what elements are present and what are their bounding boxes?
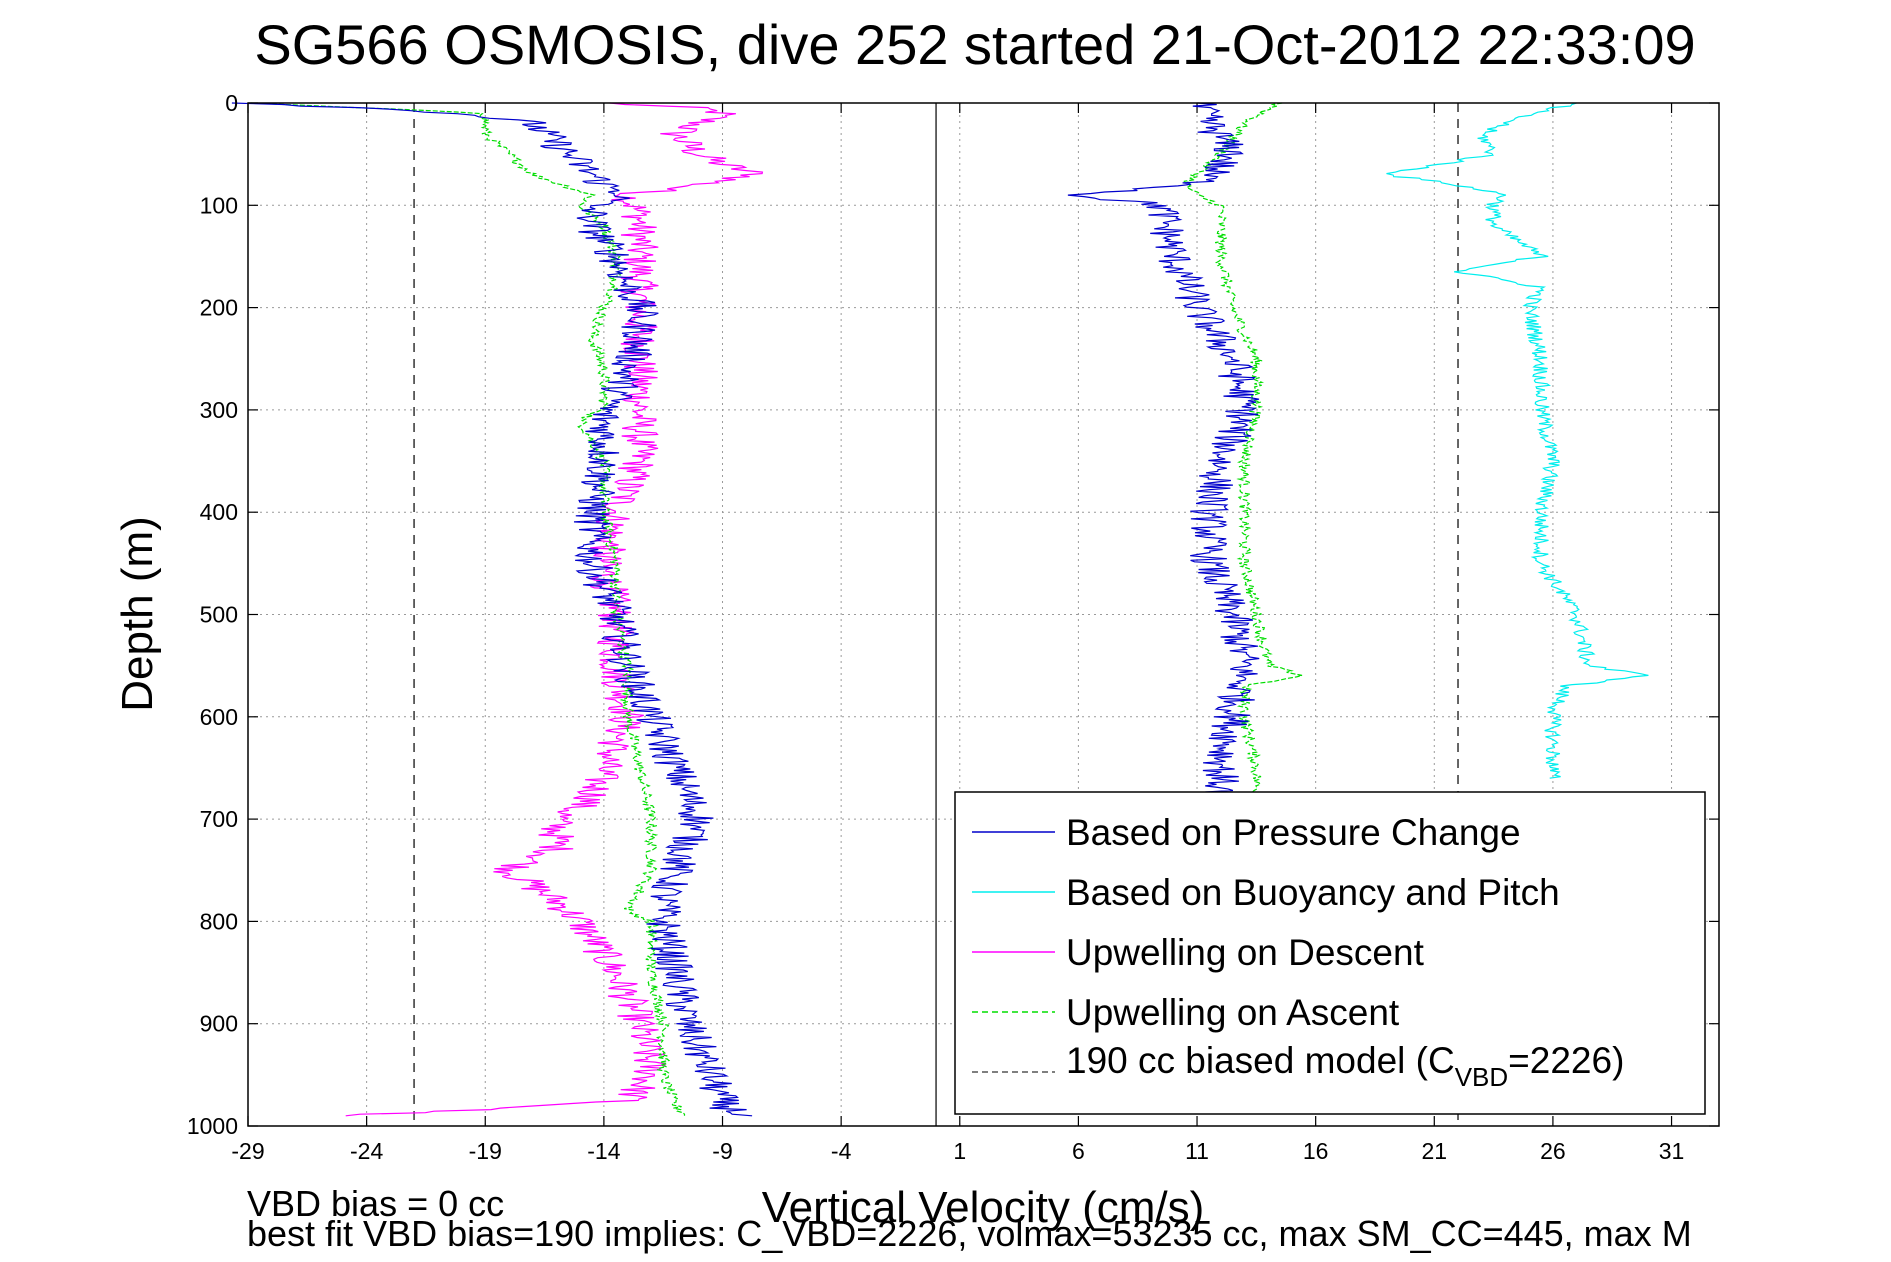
legend: Based on Pressure Change Based on Buoyan… <box>954 791 1706 1115</box>
y-tick-label: 700 <box>200 806 238 832</box>
y-axis-label: Depth (m) <box>113 516 162 712</box>
x-tick-label: -29 <box>231 1138 264 1164</box>
legend-label-pressure: Based on Pressure Change <box>1066 812 1521 853</box>
legend-box <box>954 791 1706 1115</box>
series-line-3 <box>1183 102 1303 799</box>
y-tick-label: 300 <box>200 397 238 423</box>
x-axis-label: Vertical Velocity (cm/s) <box>762 1183 1205 1232</box>
best-fit-note: best fit VBD bias=190 implies: C_VBD=222… <box>247 1213 1692 1254</box>
y-tick-label: 400 <box>200 499 238 525</box>
x-tick-label: 21 <box>1421 1138 1447 1164</box>
x-tick-label: 16 <box>1303 1138 1329 1164</box>
series-line-0 <box>231 102 753 1117</box>
x-tick-label: -4 <box>831 1138 852 1164</box>
x-tick-label: -9 <box>712 1138 732 1164</box>
y-tick-label: 600 <box>200 704 238 730</box>
legend-label-ascent: Upwelling on Ascent <box>1066 992 1400 1033</box>
chart-title: SG566 OSMOSIS, dive 252 started 21-Oct-2… <box>254 13 1695 76</box>
x-tick-label: 6 <box>1072 1138 1085 1164</box>
x-tick-label: 26 <box>1540 1138 1566 1164</box>
y-tick-label: 900 <box>200 1011 238 1037</box>
y-tick-label: 200 <box>200 295 238 321</box>
series-line-2 <box>345 102 764 1117</box>
x-tick-label: -14 <box>587 1138 620 1164</box>
y-tick-label: 500 <box>200 602 238 628</box>
x-tick-label: 1 <box>953 1138 966 1164</box>
y-tick-labels: 0 100 200 300 400 500 600 700 800 900 1000 <box>187 90 238 1139</box>
y-tick-label: 0 <box>225 90 238 116</box>
series-line-0 <box>1067 102 1260 799</box>
vbd-bias-note: VBD bias = 0 cc <box>247 1183 504 1224</box>
legend-label-descent: Upwelling on Descent <box>1066 932 1425 973</box>
x-tick-label: -19 <box>469 1138 502 1164</box>
x-tick-label: 11 <box>1185 1138 1209 1164</box>
y-tick-label: 1000 <box>187 1113 238 1139</box>
legend-label-buoyancy: Based on Buoyancy and Pitch <box>1066 872 1560 913</box>
x-tick-labels: -29 -24 -19 -14 -9 -4 1 6 11 16 21 26 31 <box>231 1138 1684 1164</box>
legend-label-model: 190 cc biased model (CVBD=2226) <box>1066 1040 1624 1092</box>
series-line-1 <box>1386 102 1649 779</box>
x-tick-label: -24 <box>350 1138 383 1164</box>
x-tick-label: 31 <box>1659 1138 1685 1164</box>
y-tick-label: 100 <box>200 192 238 218</box>
plot-frame <box>247 102 1720 1127</box>
data-series <box>231 102 1649 1117</box>
y-tick-label: 800 <box>200 908 238 934</box>
